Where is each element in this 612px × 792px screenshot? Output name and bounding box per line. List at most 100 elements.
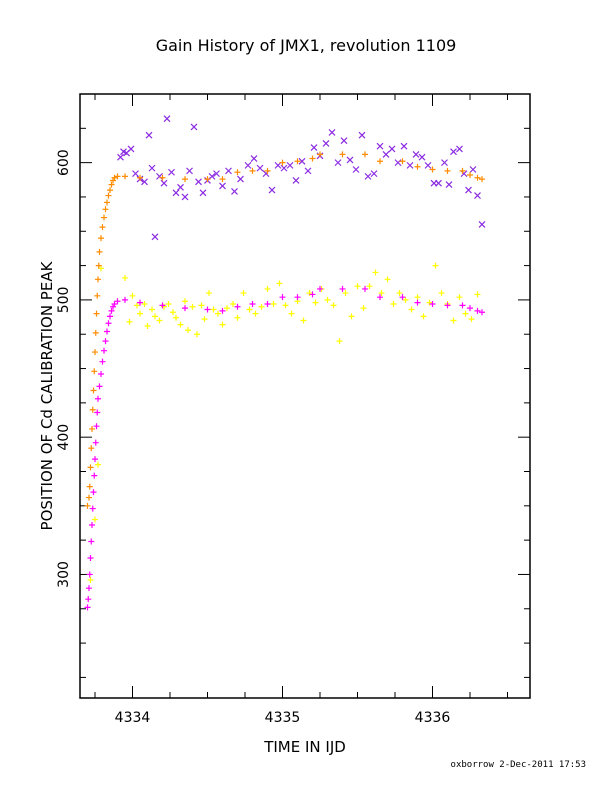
data-point	[474, 174, 481, 181]
data-point	[388, 145, 396, 153]
series-points	[84, 115, 486, 611]
data-point	[432, 262, 439, 269]
data-point	[122, 296, 128, 303]
data-point	[304, 167, 312, 175]
data-point	[312, 299, 319, 306]
data-point	[370, 170, 378, 178]
data-point	[256, 164, 264, 172]
data-point	[249, 167, 256, 174]
axes: 300 400 500 600 4334 4335 4336	[56, 93, 530, 726]
data-point	[462, 310, 469, 317]
data-point	[342, 290, 349, 297]
data-point	[189, 303, 196, 310]
data-point	[137, 299, 143, 306]
data-point	[170, 309, 176, 316]
data-point	[156, 317, 163, 324]
data-point	[362, 285, 368, 292]
data-point	[101, 214, 107, 221]
y-axis-label: POSITION OF Cd CALIBRATION PEAK	[38, 261, 56, 531]
data-point	[101, 347, 107, 354]
data-point	[108, 181, 115, 188]
data-point	[129, 292, 136, 299]
data-point	[98, 371, 104, 378]
data-point	[102, 338, 109, 345]
data-point	[91, 472, 98, 479]
data-point	[324, 296, 331, 303]
data-point	[282, 302, 289, 309]
data-point	[310, 144, 318, 151]
data-point	[181, 193, 189, 201]
data-point	[165, 301, 172, 308]
data-point	[163, 115, 171, 123]
data-point	[159, 174, 166, 181]
data-point	[279, 294, 286, 301]
data-point	[94, 409, 101, 416]
data-point	[450, 148, 457, 156]
data-point	[89, 406, 96, 413]
data-point	[479, 309, 485, 316]
data-point	[204, 306, 211, 313]
data-point	[208, 172, 216, 180]
data-point	[237, 175, 244, 183]
data-point	[336, 338, 343, 345]
data-point	[107, 187, 113, 194]
data-point	[156, 172, 163, 180]
data-point	[309, 291, 316, 298]
data-point	[204, 176, 211, 183]
chart-title: Gain History of JMX1, revolution 1109	[155, 36, 457, 55]
data-point	[467, 171, 473, 178]
data-point	[294, 158, 301, 165]
data-point	[396, 290, 403, 297]
data-point	[96, 383, 103, 390]
data-point	[402, 296, 409, 303]
data-point	[339, 151, 346, 158]
data-point	[382, 150, 390, 158]
data-point	[424, 161, 432, 169]
data-point	[298, 157, 306, 165]
data-point	[111, 174, 118, 181]
data-point	[390, 301, 397, 308]
data-point	[465, 186, 472, 194]
series-1	[87, 262, 481, 583]
data-point	[141, 301, 148, 308]
data-point	[210, 306, 217, 313]
data-point	[469, 166, 477, 173]
data-point	[394, 159, 402, 167]
data-point	[92, 349, 98, 356]
data-point	[300, 317, 307, 324]
data-point	[264, 301, 271, 308]
data-point	[231, 188, 238, 195]
data-point	[429, 166, 436, 173]
data-point	[264, 167, 271, 174]
data-point	[87, 464, 94, 471]
footer-stamp: oxborrow 2-Dec-2011 17:53	[450, 760, 586, 770]
data-point	[195, 178, 202, 186]
data-point	[412, 150, 420, 158]
data-point	[340, 137, 348, 145]
data-point	[199, 189, 207, 197]
data-point	[441, 159, 448, 167]
data-point	[182, 305, 188, 312]
data-point	[219, 176, 226, 183]
data-point	[479, 176, 485, 183]
data-point	[190, 123, 198, 131]
data-point	[288, 310, 295, 317]
data-point	[240, 290, 247, 297]
data-point	[201, 316, 208, 323]
data-point	[219, 321, 226, 328]
data-point	[384, 276, 391, 283]
data-point	[122, 173, 128, 180]
data-point	[87, 554, 94, 561]
data-point	[429, 301, 436, 308]
data-point	[274, 161, 282, 169]
data-point	[86, 585, 92, 592]
data-point	[92, 516, 98, 523]
plot-frame	[79, 93, 531, 699]
data-point	[88, 538, 95, 545]
data-point	[111, 301, 118, 308]
data-point	[93, 310, 100, 317]
data-point	[99, 224, 106, 231]
x-tick-label: 4336	[415, 710, 451, 726]
data-point	[258, 303, 265, 310]
